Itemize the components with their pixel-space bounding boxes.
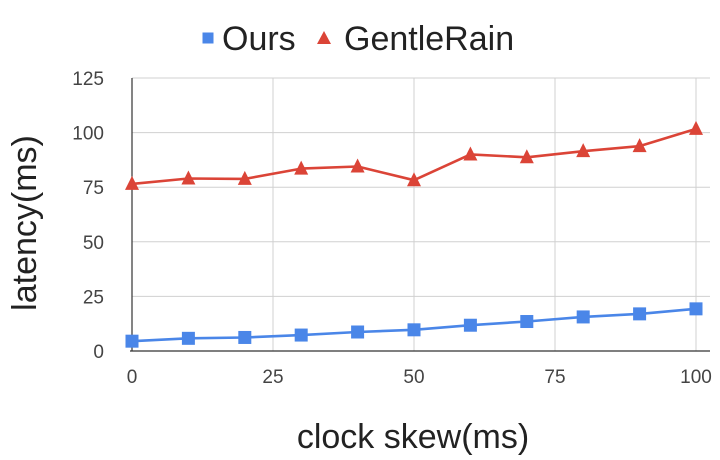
data-point-gentlerain	[350, 158, 365, 173]
plot-area	[125, 120, 703, 348]
legend-marker-square	[202, 32, 214, 44]
legend-marker-triangle	[317, 31, 331, 44]
data-point-ours	[351, 325, 365, 339]
data-point-ours	[238, 330, 252, 344]
grid	[132, 77, 710, 351]
data-point-ours	[125, 334, 139, 348]
data-point-ours	[181, 331, 195, 345]
y-tick-label: 50	[83, 233, 104, 254]
data-point-gentlerain	[463, 146, 478, 161]
data-point-ours	[633, 307, 647, 321]
x-tick-label: 75	[544, 367, 565, 388]
y-tick-label: 25	[83, 287, 104, 308]
data-point-gentlerain	[407, 172, 421, 187]
data-point-ours	[407, 323, 421, 337]
y-tick-label: 125	[72, 69, 104, 90]
data-point-gentlerain	[125, 175, 139, 190]
legend: Ours GentleRain	[202, 20, 514, 58]
y-tick-label: 0	[93, 342, 104, 363]
data-point-gentlerain	[632, 138, 647, 153]
data-point-gentlerain	[689, 120, 703, 135]
data-point-ours	[576, 310, 590, 324]
data-point-gentlerain	[519, 149, 534, 164]
data-point-gentlerain	[237, 170, 252, 185]
data-point-gentlerain	[576, 143, 591, 158]
legend-label: GentleRain	[344, 20, 514, 58]
data-point-gentlerain	[294, 160, 309, 175]
x-tick-label: 50	[403, 367, 424, 388]
data-point-ours	[294, 328, 308, 342]
y-tick-label: 100	[72, 124, 104, 145]
data-point-ours	[520, 315, 534, 329]
legend-label: Ours	[222, 20, 296, 58]
data-point-ours	[689, 302, 703, 316]
x-axis-title: clock skew(ms)	[297, 418, 529, 456]
axes: 0 25 50 75 100 125 0 25 50 75 100	[72, 69, 712, 388]
data-point-ours	[463, 318, 477, 332]
x-tick-label: 100	[680, 367, 712, 388]
y-axis-title: latency(ms)	[6, 135, 44, 311]
x-tick-label: 25	[262, 367, 283, 388]
y-tick-label: 75	[83, 178, 104, 199]
data-point-gentlerain	[181, 170, 196, 185]
x-tick-label: 0	[127, 367, 138, 388]
